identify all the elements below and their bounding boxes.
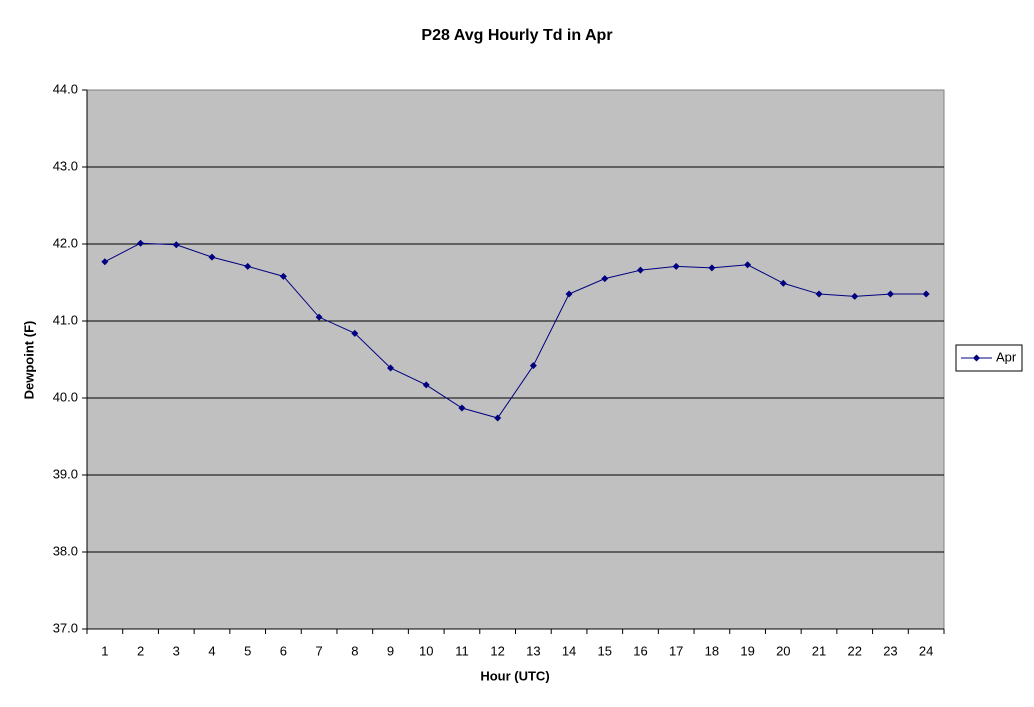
x-tick-label: 23 (883, 643, 897, 658)
x-tick-label: 18 (705, 643, 719, 658)
x-tick-label: 1 (101, 643, 108, 658)
point (565, 290, 573, 298)
x-tick-label: 17 (669, 643, 683, 658)
x-tick-label: 4 (208, 643, 215, 658)
point (779, 279, 787, 287)
x-tick-label: 24 (919, 643, 933, 658)
point (101, 258, 109, 266)
point (529, 362, 537, 370)
point (172, 241, 180, 249)
x-tick-label: 10 (419, 643, 433, 658)
point (244, 262, 252, 270)
plot-area (86, 89, 945, 630)
x-tick-label: 16 (633, 643, 647, 658)
y-tick-label: 42.0 (53, 235, 78, 250)
point (886, 290, 894, 298)
point (422, 381, 430, 389)
point (315, 313, 323, 321)
x-tick-label: 11 (455, 643, 469, 658)
x-tick-label: 12 (490, 643, 504, 658)
y-tick-label: 41.0 (53, 312, 78, 327)
x-tick-label: 9 (387, 643, 394, 658)
point (708, 264, 716, 272)
y-tick-label: 39.0 (53, 466, 78, 481)
y-tick-label: 40.0 (53, 389, 78, 404)
x-tick-label: 5 (244, 643, 251, 658)
x-tick-label: 20 (776, 643, 790, 658)
y-tick-label: 37.0 (53, 620, 78, 635)
point (279, 272, 287, 280)
y-axis-label: Dewpoint (F) (21, 321, 36, 400)
x-tick-label: 15 (598, 643, 612, 658)
point (351, 329, 359, 337)
point (601, 275, 609, 283)
x-tick-label: 21 (812, 643, 826, 658)
x-tick-label: 14 (562, 643, 576, 658)
point (851, 292, 859, 300)
point (208, 253, 216, 261)
legend-label: Apr (996, 349, 1017, 364)
point (744, 261, 752, 269)
y-tick-label: 44.0 (53, 81, 78, 96)
x-tick-label: 2 (137, 643, 144, 658)
x-axis-label: Hour (UTC) (480, 668, 549, 683)
legend-marker (973, 354, 980, 362)
x-tick-label: 8 (351, 643, 358, 658)
x-tick-label: 7 (315, 643, 322, 658)
x-tick-label: 19 (740, 643, 754, 658)
point (494, 414, 502, 422)
point (815, 290, 823, 298)
x-tick-label: 3 (173, 643, 180, 658)
x-tick-label: 6 (280, 643, 287, 658)
point (137, 239, 145, 247)
y-tick-label: 43.0 (53, 158, 78, 173)
x-tick-label: 22 (847, 643, 861, 658)
y-tick-label: 38.0 (53, 543, 78, 558)
point (458, 404, 466, 412)
point (636, 266, 644, 274)
point (672, 262, 680, 270)
point (387, 364, 395, 372)
point (922, 290, 930, 298)
x-tick-label: 13 (526, 643, 540, 658)
series-line (104, 242, 927, 419)
chart-title: P28 Avg Hourly Td in Apr (421, 27, 612, 44)
